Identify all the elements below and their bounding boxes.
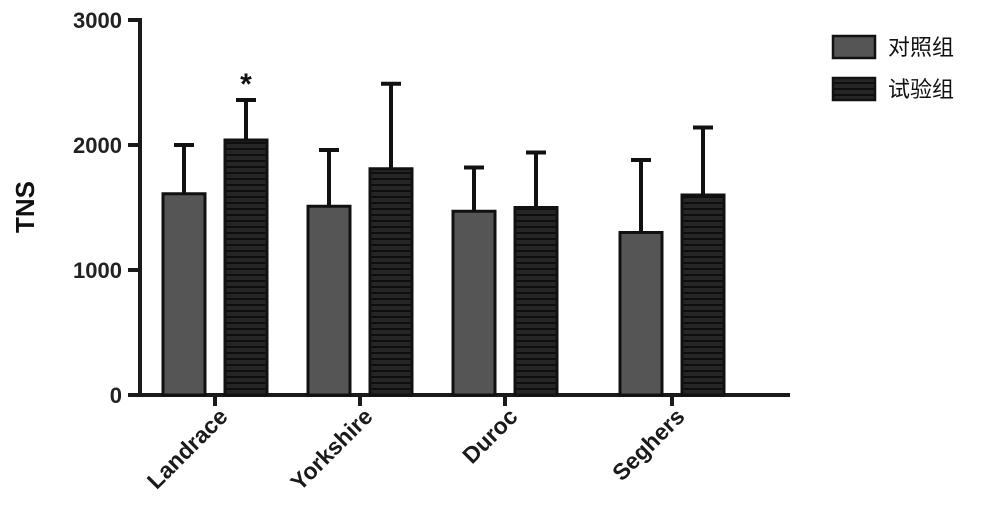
bar	[161, 192, 207, 397]
y-tick-label: 0	[110, 383, 122, 408]
annotations: *	[240, 68, 252, 101]
bars	[161, 138, 726, 397]
error-bars	[174, 81, 713, 233]
bar	[223, 138, 269, 397]
x-tick-label: Yorkshire	[285, 403, 377, 495]
bar	[451, 209, 497, 397]
y-axis-label: TNS	[10, 181, 40, 233]
bar	[680, 193, 726, 397]
y-ticks: 0 1000 2000 3000	[73, 8, 140, 408]
bar	[368, 167, 414, 397]
significance-asterisk: *	[240, 68, 252, 101]
legend-swatch-test	[831, 76, 877, 102]
legend-swatch-control	[831, 34, 877, 60]
y-tick-label: 2000	[73, 133, 122, 158]
legend-label-test: 试验组	[888, 78, 954, 103]
legend-label-control: 对照组	[888, 36, 954, 61]
legend: 对照组 试验组	[831, 34, 954, 103]
x-tick-label: Landrace	[142, 403, 233, 494]
bar	[306, 204, 352, 397]
bar	[513, 206, 559, 397]
x-tick-label: Seghers	[607, 403, 690, 486]
x-tick-label: Duroc	[457, 403, 523, 469]
y-tick-label: 1000	[73, 258, 122, 283]
bar	[618, 231, 664, 397]
x-ticks: Landrace Yorkshire Duroc Seghers	[142, 395, 690, 495]
y-tick-label: 3000	[73, 8, 122, 33]
